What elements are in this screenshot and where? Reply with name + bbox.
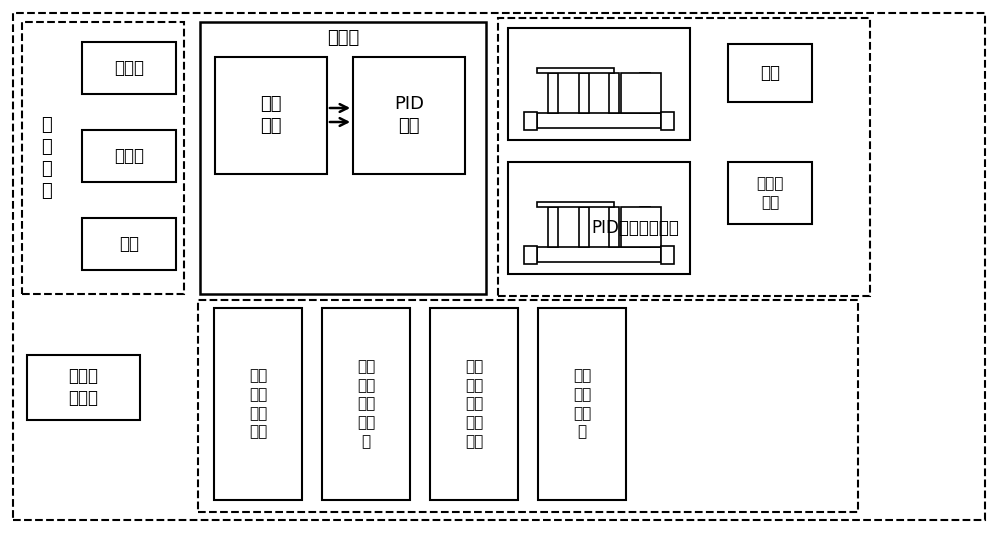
Bar	[661, 111, 674, 130]
Bar	[537, 68, 614, 73]
Bar	[214, 308, 302, 500]
Bar	[609, 73, 619, 113]
Bar	[548, 207, 558, 247]
Bar	[22, 22, 184, 294]
Bar	[524, 246, 537, 263]
Bar	[621, 207, 661, 247]
Bar	[537, 247, 661, 262]
Bar	[579, 207, 589, 247]
Text: 立柱
位移
传感
器: 立柱 位移 传感 器	[573, 369, 591, 439]
Bar	[621, 73, 661, 113]
Text: 显示器: 显示器	[114, 147, 144, 165]
Text: 立柱: 立柱	[760, 64, 780, 82]
Bar	[430, 308, 518, 500]
Bar	[198, 300, 858, 512]
Text: 平衡千
斤顶: 平衡千 斤顶	[756, 176, 784, 210]
Bar	[661, 246, 674, 263]
Text: 后连
杆加
速度
传感
器: 后连 杆加 速度 传感 器	[357, 359, 375, 449]
Bar	[82, 42, 176, 94]
Bar	[322, 308, 410, 500]
Bar	[353, 57, 465, 174]
Text: 数据采
集装置: 数据采 集装置	[68, 367, 98, 407]
Text: 键盘: 键盘	[119, 235, 139, 253]
Text: 底座
加速
度传
感器: 底座 加速 度传 感器	[249, 369, 267, 439]
Text: PID
控制: PID 控制	[394, 95, 424, 135]
Text: 平衡
千斤
顶位
移传
感器: 平衡 千斤 顶位 移传 感器	[465, 359, 483, 449]
Bar	[508, 28, 690, 140]
Bar	[215, 57, 327, 174]
Bar	[640, 73, 650, 113]
Text: 数据
处理: 数据 处理	[260, 95, 282, 135]
Bar	[524, 111, 537, 130]
Bar	[538, 308, 626, 500]
Bar	[579, 73, 589, 113]
Bar	[200, 22, 486, 294]
Bar	[498, 18, 870, 296]
Text: 控制器: 控制器	[327, 29, 359, 47]
Bar	[548, 73, 558, 113]
Bar	[640, 207, 650, 247]
Bar	[82, 218, 176, 270]
Bar	[609, 207, 619, 247]
Bar	[728, 162, 812, 224]
Text: 通
信
模
块: 通 信 模 块	[42, 116, 52, 200]
Bar	[728, 44, 812, 102]
Bar	[82, 130, 176, 182]
Bar	[508, 162, 690, 274]
Bar	[27, 355, 140, 420]
Bar	[537, 202, 614, 207]
Bar	[537, 113, 661, 128]
Text: 上位机: 上位机	[114, 59, 144, 77]
Text: PID控制输出模块: PID控制输出模块	[591, 219, 679, 237]
